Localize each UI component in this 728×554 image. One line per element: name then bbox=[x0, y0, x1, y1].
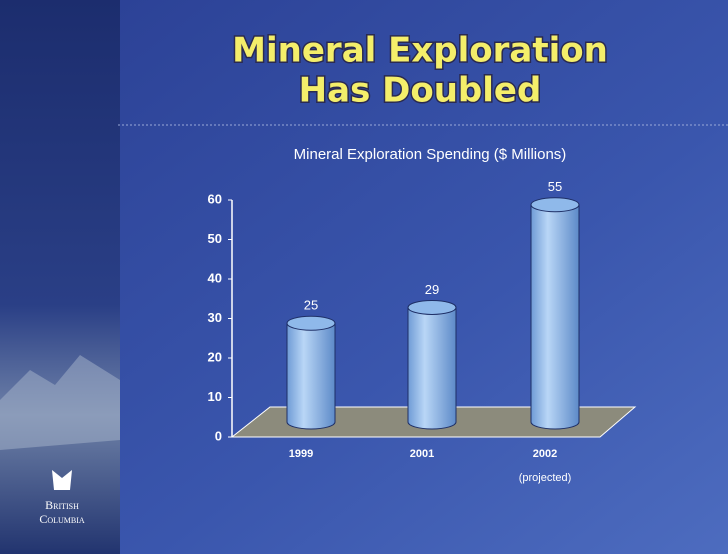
y-tick-label: 40 bbox=[208, 270, 222, 285]
x-tick-label: 2002 bbox=[533, 448, 557, 460]
category-note: (projected) bbox=[519, 472, 572, 484]
y-tick-label: 10 bbox=[208, 389, 222, 404]
mountain bbox=[0, 355, 120, 450]
title-line: Has Doubled bbox=[299, 71, 542, 111]
x-tick-label: 1999 bbox=[289, 448, 313, 460]
bar bbox=[530, 204, 580, 430]
bar-top bbox=[286, 315, 336, 331]
logo: British Columbia bbox=[39, 470, 85, 526]
value-label: 55 bbox=[548, 179, 562, 194]
value-label: 29 bbox=[425, 282, 439, 297]
bar-top bbox=[530, 197, 580, 213]
bar-top bbox=[407, 299, 457, 315]
x-tick-label: 2001 bbox=[410, 448, 434, 460]
value-label: 25 bbox=[304, 298, 318, 313]
logo-text: British bbox=[45, 498, 79, 512]
y-tick-label: 20 bbox=[208, 349, 222, 364]
y-tick-label: 60 bbox=[208, 191, 222, 206]
bar bbox=[407, 306, 457, 430]
y-tick-label: 50 bbox=[208, 231, 222, 246]
y-tick-label: 0 bbox=[215, 428, 222, 443]
side-strip bbox=[0, 0, 120, 554]
logo-text: Columbia bbox=[39, 512, 85, 526]
y-tick-label: 30 bbox=[208, 310, 222, 325]
bar bbox=[286, 322, 336, 430]
title-line: Mineral Exploration bbox=[232, 31, 608, 71]
crest bbox=[52, 470, 72, 490]
subtitle: Mineral Exploration Spending ($ Millions… bbox=[294, 146, 567, 163]
